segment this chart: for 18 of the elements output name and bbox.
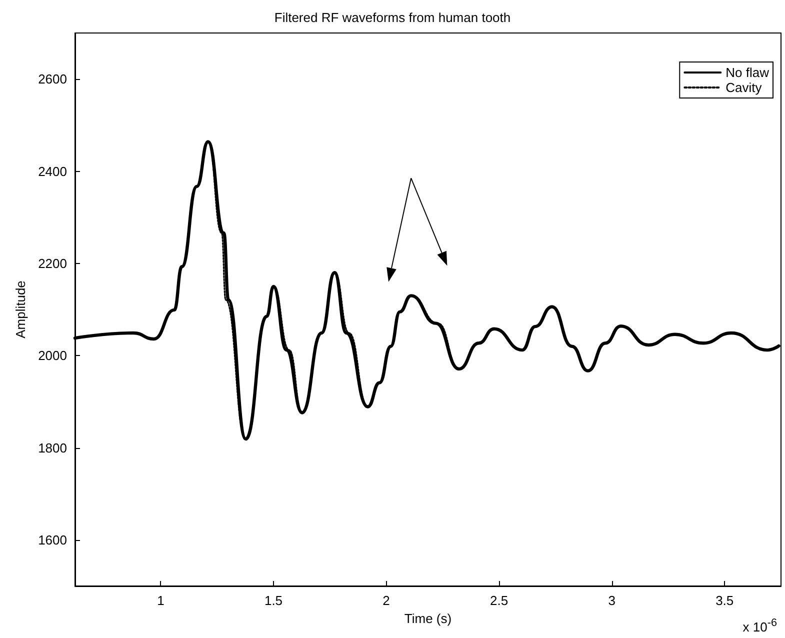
x-tick-label: 1 <box>157 593 164 608</box>
y-axis-title: Amplitude <box>13 280 28 338</box>
y-tick-label: 1600 <box>38 532 67 548</box>
chart-title: Filtered RF waveforms from human tooth <box>274 10 511 25</box>
x-tick-label: 3 <box>608 593 616 608</box>
x-tick-label: 1.5 <box>264 593 283 608</box>
y-tick-label: 2400 <box>38 164 67 179</box>
y-tick-label: 2200 <box>38 256 67 271</box>
text: x 10$^{-6}$ <box>742 616 777 634</box>
legend-label: No flaw <box>726 65 770 80</box>
y-tick-label: 2600 <box>38 72 67 87</box>
x-tick-label: 2.5 <box>490 593 508 608</box>
x-axis-title: Time (s) <box>404 610 452 626</box>
legend-label: Cavity <box>726 80 762 95</box>
y-tick-label: 2000 <box>38 348 67 364</box>
y-tick-label: 1800 <box>38 440 67 456</box>
x-tick-label: 3.5 <box>716 593 734 608</box>
x-tick-label: 2 <box>382 593 390 608</box>
